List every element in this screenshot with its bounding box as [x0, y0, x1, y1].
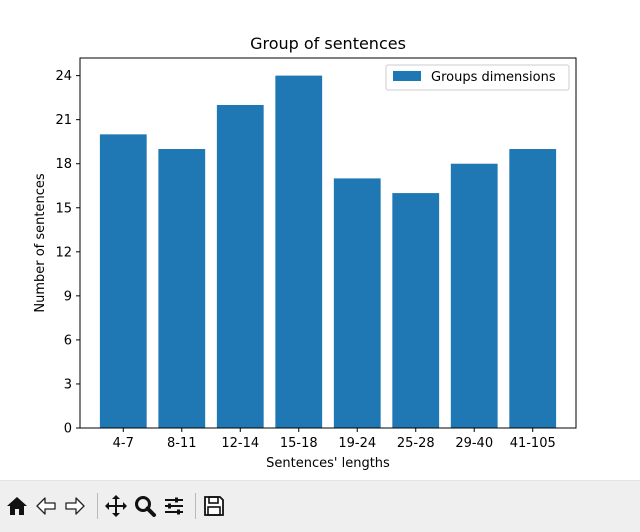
x-tick-label: 4-7 [113, 436, 134, 451]
navigation-toolbar [0, 480, 640, 532]
legend: Groups dimensions [385, 64, 570, 91]
toolbar-separator [97, 493, 98, 519]
y-tick-label: 12 [55, 245, 72, 260]
bar [275, 75, 323, 429]
x-tick-label: 12-14 [221, 436, 259, 451]
plot-frame [79, 57, 577, 429]
bar-chart: Group of sentences 0 3 6 9 12 15 18 21 24 4-7 8-1… [33, 34, 577, 471]
bar [450, 163, 498, 428]
y-tick-label: 24 [55, 69, 72, 84]
bar [99, 134, 147, 428]
y-axis-label: Number of sentences [33, 173, 48, 313]
y-tick-label: 15 [55, 201, 72, 216]
pan-icon [105, 495, 127, 517]
y-tick-label: 21 [55, 113, 72, 128]
y-tick-label: 0 [64, 422, 72, 437]
bar [509, 149, 557, 428]
bar [216, 104, 264, 428]
x-tick-label: 19-24 [338, 436, 376, 451]
legend-box [385, 64, 570, 91]
x-tick-label: 29-40 [455, 436, 493, 451]
bar [392, 193, 440, 428]
save-icon [204, 496, 224, 516]
chart-title: Group of sentences [250, 34, 406, 53]
x-axis-label: Sentences' lengths [266, 456, 390, 471]
zoom-button[interactable] [132, 493, 158, 519]
bars [99, 75, 557, 429]
back-arrow-icon [36, 497, 56, 515]
y-tick-label: 3 [64, 377, 72, 392]
bar [333, 178, 381, 428]
forward-arrow-icon [65, 497, 85, 515]
home-icon [7, 497, 27, 515]
chart-figure: Group of sentences 0 3 6 9 12 15 18 21 24 4-7 8-1… [33, 34, 577, 471]
toolbar-separator [195, 493, 196, 519]
save-button[interactable] [201, 493, 227, 519]
y-tick-label: 18 [55, 157, 72, 172]
x-tick-label: 41-105 [510, 436, 556, 451]
x-tick-label: 8-11 [167, 436, 197, 451]
back-button[interactable] [33, 493, 59, 519]
y-tick-label: 6 [64, 333, 72, 348]
legend-swatch [393, 71, 421, 81]
subplots-button[interactable] [161, 493, 187, 519]
pan-button[interactable] [103, 493, 129, 519]
x-axis: 4-7 8-11 12-14 15-18 19-24 25-28 29-40 41-105 [113, 428, 556, 451]
y-tick-label: 9 [64, 289, 72, 304]
x-tick-label: 25-28 [397, 436, 435, 451]
bar [158, 149, 206, 428]
x-tick-label: 15-18 [280, 436, 318, 451]
zoom-icon [135, 496, 156, 517]
home-button[interactable] [4, 493, 30, 519]
y-axis: 0 3 6 9 12 15 18 21 24 [55, 69, 80, 437]
subplots-icon [165, 497, 183, 515]
legend-label: Groups dimensions [431, 70, 556, 85]
forward-button[interactable] [62, 493, 88, 519]
